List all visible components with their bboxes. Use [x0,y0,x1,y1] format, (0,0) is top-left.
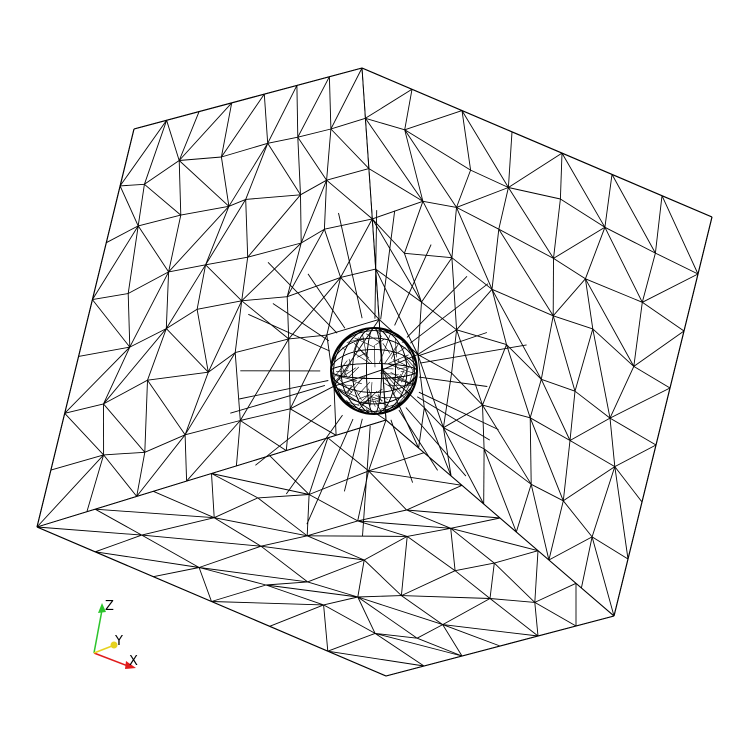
z-axis-arrowhead [98,603,106,613]
y-axis-line [93,645,113,654]
z-axis-line [93,609,103,654]
cube-mesh-lines [36,67,713,677]
axis-y-label: Y [115,634,123,649]
orientation-axes-glyph [93,603,136,669]
axis-z-label: Z [105,599,114,614]
axis-x-label: X [129,654,138,669]
orientation-axes: Z Y X [88,598,148,673]
y-axis-arrowhead [110,641,118,649]
sphere-mesh [330,327,418,415]
x-axis-arrowhead [125,661,136,669]
x-axis-line [93,652,129,667]
